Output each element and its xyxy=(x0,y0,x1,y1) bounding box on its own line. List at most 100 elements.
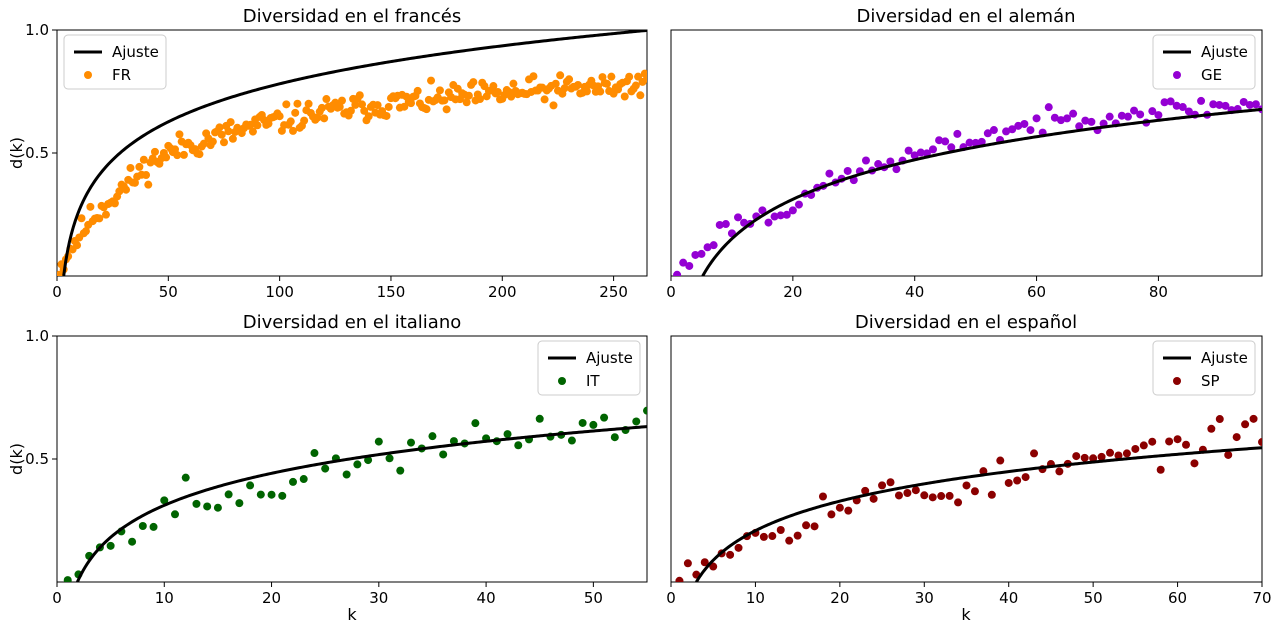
data-point xyxy=(106,541,115,550)
x-tick-label: 250 xyxy=(599,283,628,301)
data-point xyxy=(275,112,284,121)
data-point xyxy=(1148,107,1157,116)
data-point xyxy=(1056,116,1065,125)
legend: Ajuste IT xyxy=(537,340,641,396)
data-point xyxy=(788,206,797,215)
data-point xyxy=(1075,122,1084,131)
data-point xyxy=(382,111,391,120)
data-point xyxy=(144,180,153,189)
data-point xyxy=(442,105,451,114)
data-point xyxy=(1148,437,1157,446)
data-point xyxy=(1245,100,1254,109)
data-point xyxy=(1190,459,1199,468)
data-point xyxy=(631,81,640,90)
data-point xyxy=(175,130,184,139)
legend-series-swatch xyxy=(1173,377,1181,385)
data-point xyxy=(1021,473,1030,482)
data-point xyxy=(1232,433,1241,442)
data-point xyxy=(293,99,302,108)
x-tick-label: 30 xyxy=(915,589,934,607)
data-point xyxy=(874,160,883,169)
x-tick-label: 40 xyxy=(999,589,1018,607)
fit-line xyxy=(701,107,1262,276)
data-point xyxy=(95,214,104,223)
data-point xyxy=(715,220,724,229)
data-point xyxy=(540,95,549,104)
data-point xyxy=(1105,112,1114,121)
panel-italian: Diversidad en el italiano d(k) k 0 10 20 30… xyxy=(7,312,648,624)
plot-area xyxy=(57,30,647,276)
data-point xyxy=(226,118,235,127)
data-point xyxy=(916,148,925,157)
x-tick-label: 40 xyxy=(477,589,496,607)
data-point xyxy=(101,210,110,219)
data-point xyxy=(740,218,749,227)
data-point xyxy=(1008,125,1017,134)
data-point xyxy=(970,487,979,496)
data-point xyxy=(567,436,576,445)
data-point xyxy=(835,503,844,512)
data-point xyxy=(768,532,777,541)
y-axis-label: d(k) xyxy=(7,137,26,169)
data-point xyxy=(215,123,224,132)
data-point xyxy=(122,185,131,194)
data-point xyxy=(413,86,422,95)
chart-title: Diversidad en el italiano xyxy=(243,312,462,333)
data-point xyxy=(195,150,204,159)
data-point xyxy=(422,105,431,114)
data-point xyxy=(1050,113,1059,122)
data-point xyxy=(81,227,90,236)
data-point xyxy=(843,166,852,175)
data-point xyxy=(589,420,598,429)
data-point xyxy=(1080,453,1089,462)
data-point xyxy=(286,117,295,126)
data-point xyxy=(346,106,355,115)
data-point xyxy=(149,522,158,531)
data-point xyxy=(1032,114,1041,123)
chart-title: Diversidad en el francés xyxy=(243,6,462,27)
fit-line xyxy=(695,446,1262,582)
data-point xyxy=(1197,96,1206,105)
data-point xyxy=(1160,98,1169,107)
data-point xyxy=(126,163,135,172)
data-point xyxy=(776,526,785,535)
data-point xyxy=(142,171,151,180)
data-point xyxy=(861,156,870,165)
data-point xyxy=(428,432,437,441)
data-point xyxy=(578,418,587,427)
data-point xyxy=(289,126,297,135)
data-point xyxy=(208,137,217,146)
data-point xyxy=(1069,109,1078,118)
x-tick-label: 100 xyxy=(265,283,294,301)
data-point xyxy=(110,199,119,208)
data-point xyxy=(582,87,591,96)
data-point xyxy=(139,155,148,164)
data-point xyxy=(920,491,929,500)
y-tick-label: 1.0 xyxy=(25,21,49,39)
data-point xyxy=(130,178,139,187)
data-point xyxy=(310,449,319,458)
x-axis-label: k xyxy=(347,605,357,624)
data-point xyxy=(396,466,405,475)
data-point xyxy=(535,414,544,423)
data-point xyxy=(878,481,887,490)
data-point xyxy=(1184,107,1193,116)
data-point xyxy=(304,99,313,108)
data-point xyxy=(228,134,237,143)
data-point xyxy=(549,101,558,110)
x-tick-label: 0 xyxy=(666,589,676,607)
axes-frame xyxy=(670,29,1263,277)
data-point xyxy=(471,419,480,428)
data-point xyxy=(1087,117,1096,126)
data-point xyxy=(776,211,785,220)
data-point xyxy=(1002,127,1011,136)
x-tick-label: 70 xyxy=(1252,589,1271,607)
data-point xyxy=(1165,437,1174,446)
legend-fit-label: Ajuste xyxy=(1201,349,1248,367)
data-point xyxy=(351,100,360,109)
data-point xyxy=(317,103,326,112)
series-fr xyxy=(57,69,647,276)
fit-line xyxy=(76,425,647,582)
data-point xyxy=(507,92,516,101)
data-point xyxy=(1224,450,1233,459)
